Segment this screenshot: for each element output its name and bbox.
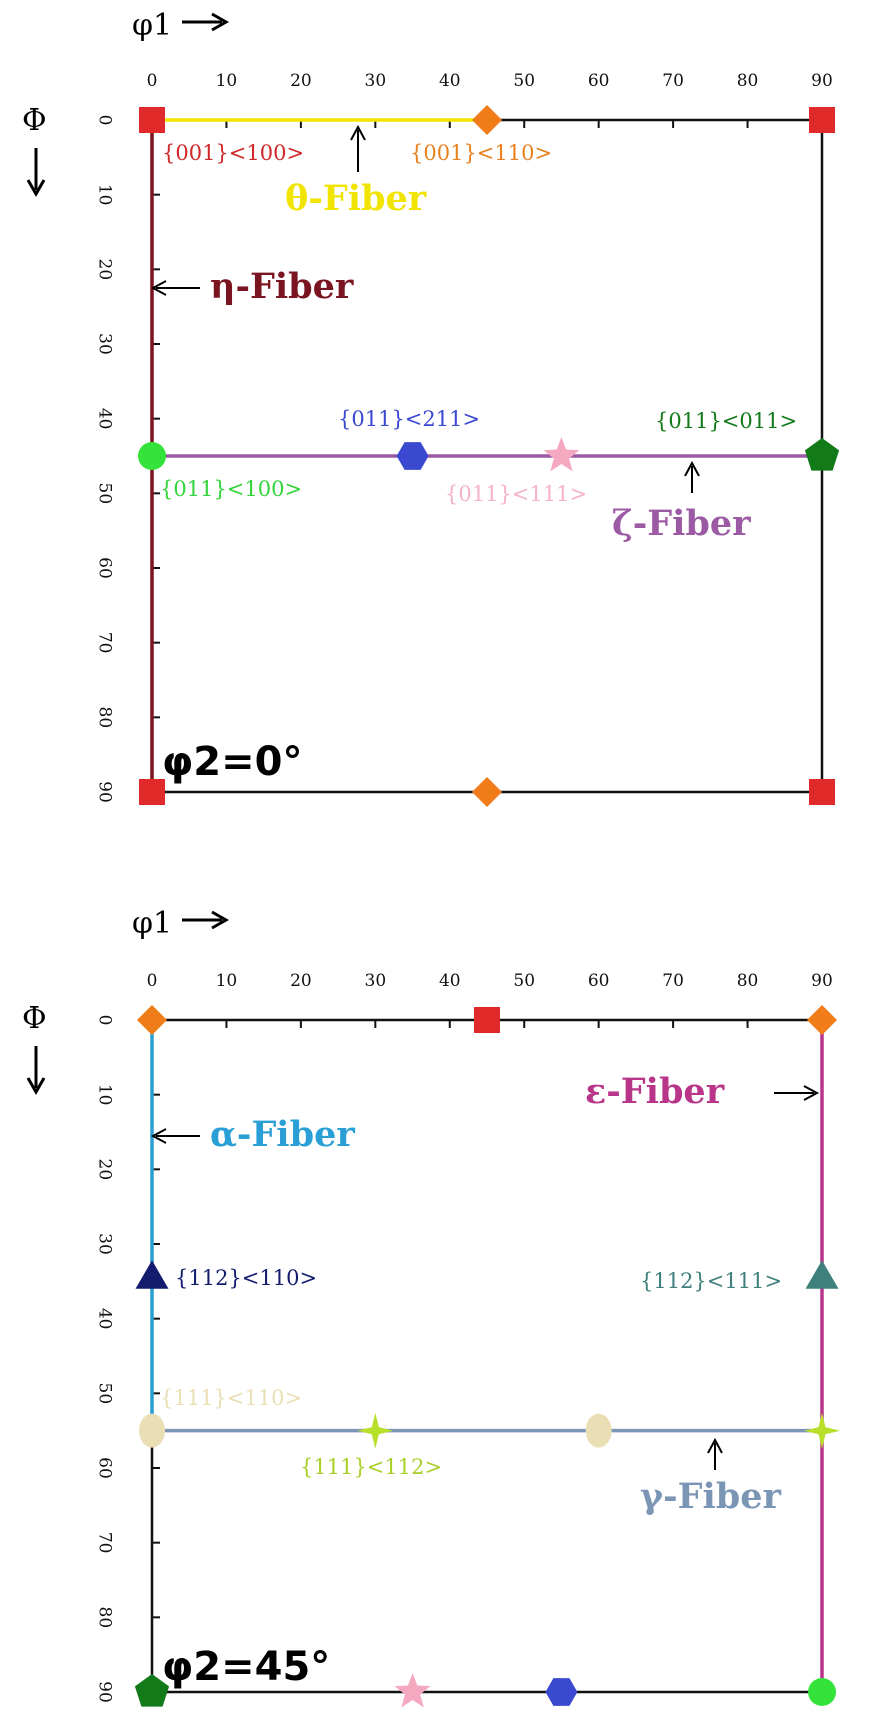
marker-diamond	[137, 1005, 167, 1035]
x-tick-label: 50	[513, 71, 535, 91]
y-tick-label: 50	[95, 1383, 115, 1405]
theta-fiber-label: θ-Fiber	[285, 178, 427, 219]
x-tick-label: 10	[216, 71, 238, 91]
y-tick-label: 50	[95, 483, 115, 505]
zeta-fiber-arrow	[684, 460, 700, 493]
label-011-011: {011}<011>	[655, 409, 797, 433]
marker-ellipse	[139, 1413, 165, 1448]
marker-star4	[804, 1412, 840, 1449]
marker-pentagon	[804, 438, 840, 471]
phi1-axis-label: φ1	[132, 906, 172, 941]
label-001-100: {001}<100>	[162, 141, 304, 165]
alpha-fiber-label: α-Fiber	[210, 1114, 355, 1155]
label-011-211: {011}<211>	[338, 407, 480, 431]
x-tick-label: 90	[811, 71, 833, 91]
y-tick-label: 10	[95, 1084, 115, 1106]
label-112-110: {112}<110>	[175, 1266, 317, 1290]
zeta-fiber-label: ζ-Fiber	[612, 503, 751, 544]
x-tick-label: 10	[216, 971, 238, 991]
Phi-arrow	[26, 148, 46, 198]
marker-hexagon	[545, 1678, 578, 1706]
phi1-arrow	[182, 910, 230, 930]
y-tick-label: 80	[95, 1607, 115, 1629]
phi1-axis-label: φ1	[132, 8, 172, 43]
y-tick-label: 90	[95, 781, 115, 803]
gamma-fiber-label: γ-Fiber	[640, 1476, 782, 1517]
y-tick-label: 70	[95, 632, 115, 654]
marker-star	[543, 437, 580, 472]
y-tick-label: 30	[95, 1233, 115, 1255]
y-tick-label: 0	[95, 1015, 115, 1026]
marker-triangle	[805, 1260, 839, 1289]
Phi-arrow	[26, 1046, 46, 1096]
x-tick-label: 30	[365, 971, 387, 991]
label-111-112: {111}<112>	[300, 1455, 442, 1479]
y-tick-label: 90	[95, 1681, 115, 1703]
x-tick-label: 50	[513, 971, 535, 991]
section-label-phi2: φ2=0°	[162, 739, 302, 785]
label-001-110: {001}<110>	[410, 141, 552, 165]
y-tick-label: 20	[95, 259, 115, 281]
y-tick-label: 30	[95, 333, 115, 355]
epsilon-fiber-label: ε-Fiber	[585, 1071, 725, 1112]
x-tick-label: 60	[588, 71, 610, 91]
marker-square	[139, 779, 165, 805]
marker-star	[394, 1673, 431, 1708]
x-tick-label: 40	[439, 971, 461, 991]
theta-fiber-arrow	[350, 124, 366, 172]
x-tick-label: 0	[147, 971, 158, 991]
gamma-fiber-arrow	[707, 1437, 723, 1470]
marker-star4	[357, 1412, 394, 1449]
phi1-arrow	[182, 12, 230, 32]
y-tick-label: 10	[95, 184, 115, 206]
label-011-111: {011}<111>	[445, 482, 587, 506]
marker-square	[139, 107, 165, 133]
x-tick-label: 40	[439, 71, 461, 91]
marker-diamond	[807, 1005, 837, 1035]
epsilon-fiber-arrow	[774, 1085, 820, 1101]
x-tick-label: 60	[588, 971, 610, 991]
marker-diamond	[472, 105, 502, 135]
x-tick-label: 70	[662, 71, 684, 91]
panel-phi2-0: φ1 Φ 0 10 20 30 40 50 60 70 80 90 0 10 20 30 40 50 60 70…	[22, 8, 840, 807]
y-tick-label: 80	[95, 707, 115, 729]
y-tick-label: 40	[95, 1308, 115, 1330]
y-tick-label: 20	[95, 1159, 115, 1181]
eta-fiber-arrow	[150, 280, 200, 296]
label-112-111: {112}<111>	[640, 1269, 782, 1293]
label-111-110: {111}<110>	[160, 1386, 302, 1410]
x-tick-label: 20	[290, 71, 312, 91]
x-tick-label: 80	[737, 971, 759, 991]
x-tick-label: 20	[290, 971, 312, 991]
marker-diamond	[472, 777, 502, 807]
label-011-100: {011}<100>	[160, 477, 302, 501]
marker-circle	[808, 1678, 836, 1706]
Phi-axis-label: Φ	[22, 103, 47, 138]
y-tick-label: 60	[95, 557, 115, 579]
marker-pentagon	[134, 1674, 170, 1707]
x-tick-label: 0	[147, 71, 158, 91]
y-tick-label: 40	[95, 408, 115, 430]
eta-fiber-label: η-Fiber	[210, 266, 354, 307]
alpha-fiber-arrow	[150, 1128, 200, 1144]
marker-hexagon	[396, 442, 429, 470]
y-tick-label: 60	[95, 1457, 115, 1479]
panel-phi2-45: φ1 Φ 0 10 20 30 40 50 60 70 80 90 0 10 20 30 40 50 60 70…	[22, 906, 840, 1708]
y-tick-label: 0	[95, 115, 115, 126]
x-tick-label: 80	[737, 71, 759, 91]
x-tick-label: 90	[811, 971, 833, 991]
marker-square	[809, 107, 835, 133]
marker-circle	[138, 442, 166, 470]
marker-square	[474, 1007, 500, 1033]
marker-square	[809, 779, 835, 805]
x-tick-label: 70	[662, 971, 684, 991]
marker-ellipse	[585, 1413, 612, 1448]
section-label-phi2: φ2=45°	[162, 1644, 330, 1690]
Phi-axis-label: Φ	[22, 1001, 47, 1036]
y-tick-label: 70	[95, 1532, 115, 1554]
x-tick-label: 30	[365, 71, 387, 91]
marker-triangle	[135, 1260, 169, 1289]
